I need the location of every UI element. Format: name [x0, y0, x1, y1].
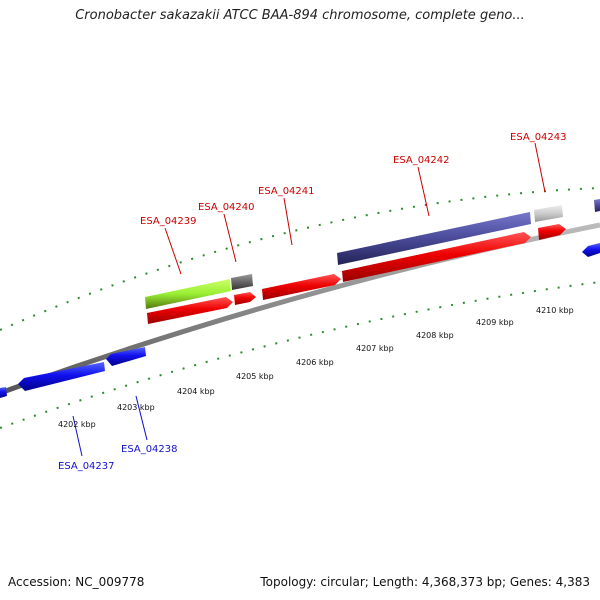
forward-strand-genes — [147, 224, 566, 324]
scale-label-4206: 4206 kbp — [296, 358, 334, 367]
feature-dark-gray-block[interactable] — [231, 274, 253, 290]
scale-labels: 4202 kbp 4203 kbp 4204 kbp 4205 kbp 4206… — [58, 306, 574, 429]
forward-gene-labels: ESA_04239 ESA_04240 ESA_04241 ESA_04242 … — [140, 132, 567, 227]
gene-ESA_04238-arrow[interactable] — [106, 347, 146, 366]
gene-label-ESA_04237[interactable]: ESA_04237 — [58, 461, 115, 472]
gene-callout-lines — [72, 142, 546, 457]
gene-label-ESA_04241[interactable]: ESA_04241 — [258, 186, 315, 197]
feature-purple-edge-block[interactable] — [594, 199, 600, 212]
gene-red-1-arrow[interactable] — [147, 297, 233, 324]
reverse-strand-genes — [0, 243, 600, 398]
gene-label-ESA_04242[interactable]: ESA_04242 — [393, 155, 450, 166]
feature-track — [145, 199, 600, 309]
gene-label-ESA_04243[interactable]: ESA_04243 — [510, 132, 567, 143]
scale-label-4208: 4208 kbp — [416, 331, 454, 340]
scale-label-4205: 4205 kbp — [236, 372, 274, 381]
feature-purple-block[interactable] — [337, 212, 531, 265]
gene-label-ESA_04240[interactable]: ESA_04240 — [198, 202, 255, 213]
feature-green-block[interactable] — [145, 279, 231, 309]
accession-text: Accession: NC_009778 — [8, 575, 145, 589]
topology-summary-text: Topology: circular; Length: 4,368,373 bp… — [260, 575, 590, 589]
gene-left-edge-arrow[interactable] — [0, 387, 7, 398]
gene-right-edge-arrow[interactable] — [582, 243, 600, 257]
gene-red-5-arrow[interactable] — [538, 224, 566, 240]
gene-red-4-arrow[interactable] — [342, 232, 531, 282]
feature-light-gray-block[interactable] — [534, 205, 563, 222]
gene-red-2-arrow[interactable] — [234, 292, 256, 305]
gene-ESA_04237-arrow[interactable] — [18, 362, 105, 391]
scale-label-4209: 4209 kbp — [476, 318, 514, 327]
scale-label-4207: 4207 kbp — [356, 344, 394, 353]
inner-tick-ring — [0, 281, 600, 429]
scale-label-4202: 4202 kbp — [58, 420, 96, 429]
gene-red-3-arrow[interactable] — [262, 274, 341, 300]
map-title: Cronobacter sakazakii ATCC BAA-894 chrom… — [75, 8, 525, 23]
scale-label-4204: 4204 kbp — [177, 387, 215, 396]
reverse-gene-labels: ESA_04237 ESA_04238 — [58, 444, 178, 472]
scale-label-4203: 4203 kbp — [117, 403, 155, 412]
gene-label-ESA_04238[interactable]: ESA_04238 — [121, 444, 178, 455]
gene-label-ESA_04239[interactable]: ESA_04239 — [140, 216, 197, 227]
scale-label-4210: 4210 kbp — [536, 306, 574, 315]
outer-tick-ring — [0, 187, 600, 331]
